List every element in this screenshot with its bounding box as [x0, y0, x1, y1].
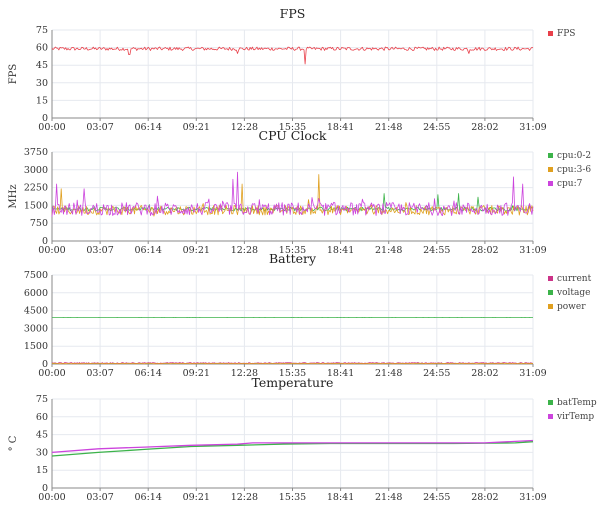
- legend-swatch: [548, 153, 553, 158]
- y-tick-label: 750: [30, 218, 48, 229]
- legend-swatch: [548, 276, 553, 281]
- y-tick-label: 60: [36, 43, 48, 54]
- x-tick-label: 31:09: [519, 122, 546, 133]
- x-tick-label: 18:41: [327, 245, 354, 256]
- y-tick-label: 15: [36, 95, 48, 106]
- y-tick-label: 3000: [24, 165, 48, 176]
- y-axis-label: FPS: [8, 64, 19, 85]
- legend-swatch: [548, 400, 553, 405]
- y-tick-label: 30: [36, 447, 48, 458]
- chart-title: Battery: [269, 251, 317, 266]
- legend-label: FPS: [557, 29, 575, 39]
- y-tick-label: 60: [36, 412, 48, 423]
- y-tick-label: 30: [36, 78, 48, 89]
- x-tick-label: 21:48: [375, 368, 402, 379]
- x-tick-label: 06:14: [135, 245, 162, 256]
- y-tick-label: 45: [36, 430, 48, 441]
- legend-label: power: [557, 302, 586, 312]
- legend-label: batTemp: [557, 398, 597, 408]
- x-tick-label: 00:00: [38, 122, 65, 133]
- y-tick-label: 6000: [24, 288, 48, 299]
- x-tick-label: 03:07: [86, 245, 113, 256]
- x-tick-label: 09:21: [183, 122, 210, 133]
- y-tick-label: 45: [36, 60, 48, 71]
- x-tick-label: 28:02: [471, 245, 498, 256]
- legend-swatch: [548, 31, 553, 36]
- y-axis-label: ° C: [8, 435, 19, 451]
- x-tick-label: 24:55: [423, 368, 450, 379]
- legend-label: cpu:0-2: [557, 151, 591, 161]
- chart-title: FPS: [280, 6, 306, 21]
- legend-swatch: [548, 290, 553, 295]
- x-tick-label: 21:48: [375, 245, 402, 256]
- x-tick-label: 06:14: [135, 492, 162, 503]
- y-tick-label: 2250: [24, 183, 48, 194]
- y-tick-label: 3000: [24, 323, 48, 334]
- x-tick-label: 00:00: [38, 368, 65, 379]
- x-tick-label: 03:07: [86, 368, 113, 379]
- y-tick-label: 1500: [24, 200, 48, 211]
- y-tick-label: 7500: [24, 270, 48, 281]
- x-tick-label: 28:02: [471, 368, 498, 379]
- x-tick-label: 12:28: [231, 492, 258, 503]
- x-tick-label: 18:41: [327, 122, 354, 133]
- legend-label: cpu:3-6: [557, 165, 591, 175]
- x-tick-label: 03:07: [86, 122, 113, 133]
- x-tick-label: 09:21: [183, 368, 210, 379]
- legend-label: voltage: [556, 288, 590, 298]
- legend-label: cpu:7: [557, 179, 583, 189]
- y-tick-label: 75: [36, 25, 48, 36]
- x-tick-label: 28:02: [471, 122, 498, 133]
- x-tick-label: 24:55: [423, 122, 450, 133]
- legend-label: virTemp: [556, 412, 594, 422]
- x-tick-label: 21:48: [375, 122, 402, 133]
- x-tick-label: 12:28: [231, 245, 258, 256]
- y-tick-label: 1500: [24, 341, 48, 352]
- x-tick-label: 00:00: [38, 245, 65, 256]
- chart-title: Temperature: [252, 375, 334, 390]
- y-tick-label: 75: [36, 394, 48, 405]
- chart-title: CPU Clock: [259, 128, 327, 143]
- x-tick-label: 28:02: [471, 492, 498, 503]
- x-tick-label: 09:21: [183, 245, 210, 256]
- y-axis-label: MHz: [8, 184, 19, 208]
- legend-swatch: [548, 181, 553, 186]
- x-tick-label: 31:09: [519, 245, 546, 256]
- x-tick-label: 06:14: [135, 122, 162, 133]
- y-tick-label: 4500: [24, 306, 48, 317]
- x-tick-label: 21:48: [375, 492, 402, 503]
- x-tick-label: 00:00: [38, 492, 65, 503]
- x-tick-label: 12:28: [231, 122, 258, 133]
- x-tick-label: 24:55: [423, 245, 450, 256]
- legend-swatch: [548, 414, 553, 419]
- y-tick-label: 15: [36, 465, 48, 476]
- x-tick-label: 24:55: [423, 492, 450, 503]
- y-tick-label: 3750: [24, 147, 48, 158]
- legend-swatch: [548, 167, 553, 172]
- x-tick-label: 31:09: [519, 492, 546, 503]
- x-tick-label: 31:09: [519, 368, 546, 379]
- legend-label: current: [557, 274, 592, 284]
- x-tick-label: 09:21: [183, 492, 210, 503]
- x-tick-label: 03:07: [86, 492, 113, 503]
- x-tick-label: 18:41: [327, 492, 354, 503]
- x-tick-label: 06:14: [135, 368, 162, 379]
- x-tick-label: 15:35: [279, 492, 306, 503]
- legend-swatch: [548, 304, 553, 309]
